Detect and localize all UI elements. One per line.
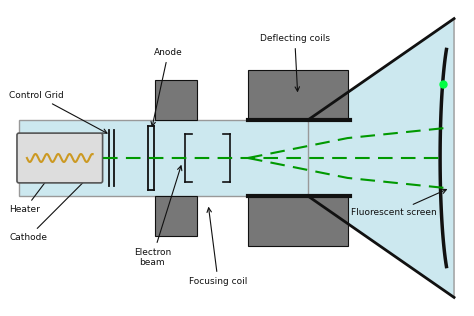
Text: Fluorescent screen: Fluorescent screen — [352, 189, 447, 217]
Bar — [155, 196, 197, 236]
Text: Electron
beam: Electron beam — [134, 166, 182, 267]
Text: Control Grid: Control Grid — [9, 91, 107, 133]
FancyBboxPatch shape — [17, 133, 102, 183]
Bar — [155, 80, 197, 120]
Bar — [19, 120, 308, 196]
Text: Focusing coil: Focusing coil — [189, 208, 247, 286]
Bar — [248, 196, 347, 246]
Text: Cathode: Cathode — [9, 164, 102, 242]
Polygon shape — [308, 19, 454, 297]
Text: Deflecting coils: Deflecting coils — [260, 34, 330, 91]
Text: Anode: Anode — [151, 48, 182, 126]
Bar — [248, 70, 347, 120]
Text: Heater: Heater — [9, 166, 57, 214]
